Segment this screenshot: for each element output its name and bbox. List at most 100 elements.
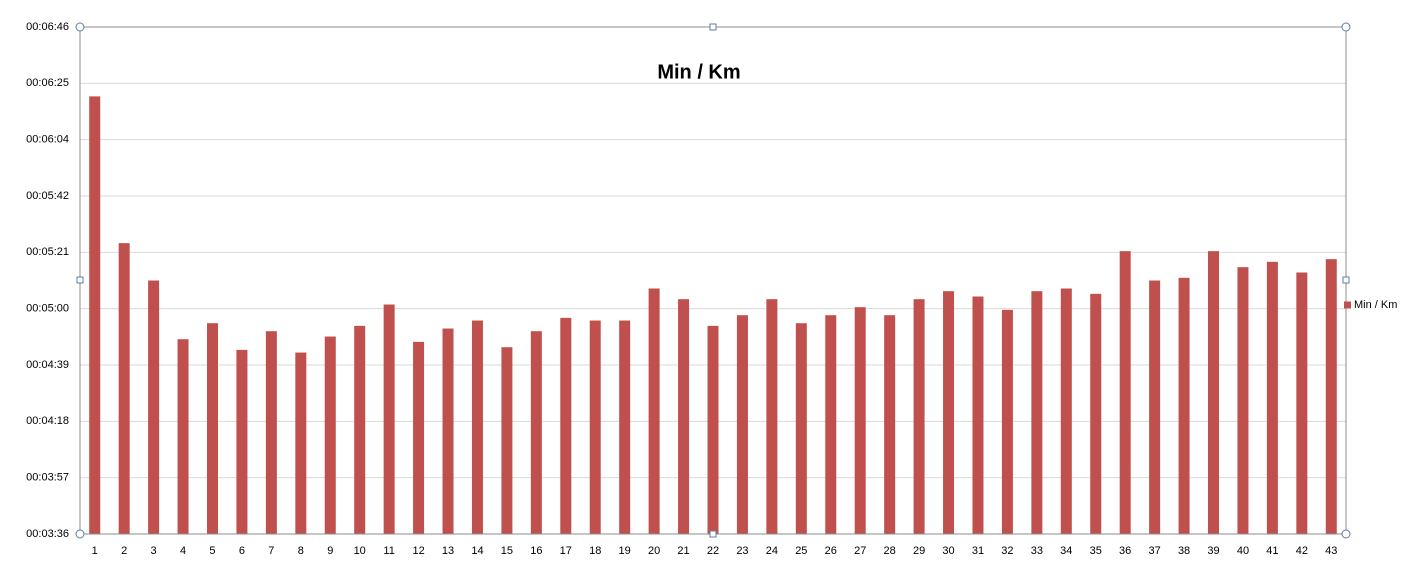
- handle: [1342, 276, 1350, 284]
- bar: [413, 341, 425, 534]
- legend-swatch: [1344, 301, 1351, 309]
- x-tick-label: 33: [1031, 545, 1043, 557]
- bar: [619, 320, 631, 534]
- bar: [118, 243, 130, 535]
- bar: [206, 323, 218, 534]
- bar: [1325, 259, 1337, 534]
- legend-label: Min / Km: [1354, 299, 1397, 311]
- handle: [709, 530, 717, 538]
- bar: [1208, 251, 1220, 534]
- bar: [884, 315, 896, 534]
- bar: [1060, 288, 1072, 534]
- x-tick-label: 24: [766, 545, 778, 557]
- x-tick-label: 40: [1237, 545, 1249, 557]
- x-tick-label: 3: [151, 545, 157, 557]
- bar: [471, 320, 483, 534]
- y-tick-label: 00:05:21: [26, 246, 69, 258]
- bar: [442, 328, 454, 534]
- x-tick-label: 28: [884, 545, 896, 557]
- bar: [148, 280, 160, 534]
- y-tick-label: 00:04:39: [26, 359, 69, 371]
- bar: [648, 288, 660, 534]
- x-tick-label: 13: [442, 545, 454, 557]
- bars: [89, 96, 1337, 535]
- x-tick-label: 7: [268, 545, 274, 557]
- bar: [295, 352, 307, 534]
- x-tick-label: 41: [1266, 545, 1278, 557]
- bar: [1266, 261, 1278, 534]
- chart-title: Min / Km: [657, 61, 740, 83]
- handle: [709, 23, 717, 31]
- bar: [913, 299, 925, 534]
- x-tick-label: 18: [589, 545, 601, 557]
- x-tick-label: 12: [412, 545, 424, 557]
- y-tick-label: 00:03:57: [26, 472, 69, 484]
- y-tick-label: 00:06:46: [26, 21, 69, 33]
- x-tick-label: 36: [1119, 545, 1131, 557]
- x-tick-label: 9: [327, 545, 333, 557]
- bar: [354, 325, 366, 534]
- bar: [825, 315, 837, 534]
- bar: [707, 325, 719, 534]
- x-tick-label: 23: [736, 545, 748, 557]
- x-tick-label: 27: [854, 545, 866, 557]
- bar: [736, 315, 748, 534]
- x-tick-label: 5: [209, 545, 215, 557]
- bar: [177, 339, 189, 534]
- y-tick-label: 00:05:42: [26, 190, 69, 202]
- x-tick-label: 8: [298, 545, 304, 557]
- bar: [678, 299, 690, 534]
- bar: [501, 347, 513, 534]
- bar: [560, 317, 572, 534]
- bar: [530, 331, 542, 534]
- bar: [383, 304, 395, 534]
- bar: [1001, 309, 1013, 534]
- x-tick-label: 26: [825, 545, 837, 557]
- x-tick-label: 2: [121, 545, 127, 557]
- bar: [972, 296, 984, 534]
- handle: [76, 276, 84, 284]
- x-tick-label: 32: [1001, 545, 1013, 557]
- x-tick-label: 29: [913, 545, 925, 557]
- x-tick-label: 39: [1207, 545, 1219, 557]
- x-tick-label: 10: [354, 545, 366, 557]
- bar: [1237, 267, 1249, 534]
- handle: [1341, 529, 1351, 539]
- y-tick-label: 00:05:00: [26, 303, 69, 315]
- bar: [1119, 251, 1131, 534]
- y-tick-label: 00:06:04: [26, 134, 69, 146]
- x-tick-label: 19: [619, 545, 631, 557]
- y-tick-label: 00:06:25: [26, 77, 69, 89]
- x-tick-label: 38: [1178, 545, 1190, 557]
- bar: [1031, 291, 1043, 534]
- x-tick-label: 15: [501, 545, 513, 557]
- bar: [89, 96, 101, 535]
- x-tick-label: 20: [648, 545, 660, 557]
- bar: [1296, 272, 1308, 534]
- bar: [766, 299, 778, 534]
- y-tick-label: 00:04:18: [26, 415, 69, 427]
- x-tick-label: 31: [972, 545, 984, 557]
- x-tick-label: 11: [383, 545, 394, 557]
- bar: [854, 307, 866, 534]
- x-tick-label: 34: [1060, 545, 1072, 557]
- bar: [943, 291, 955, 534]
- x-tick-label: 37: [1149, 545, 1161, 557]
- x-tick-label: 35: [1090, 545, 1102, 557]
- handle: [75, 22, 85, 32]
- bar: [795, 323, 807, 534]
- x-tick-label: 43: [1325, 545, 1337, 557]
- bar: [265, 331, 277, 534]
- y-tick-label: 00:03:36: [26, 528, 69, 540]
- bar: [1178, 277, 1190, 534]
- x-tick-label: 6: [239, 545, 245, 557]
- bar: [1149, 280, 1161, 534]
- bar: [589, 320, 601, 534]
- handle: [1341, 22, 1351, 32]
- selection-handles: [75, 22, 1351, 539]
- x-tick-label: 4: [180, 545, 186, 557]
- x-tick-label: 42: [1296, 545, 1308, 557]
- bar: [236, 349, 248, 534]
